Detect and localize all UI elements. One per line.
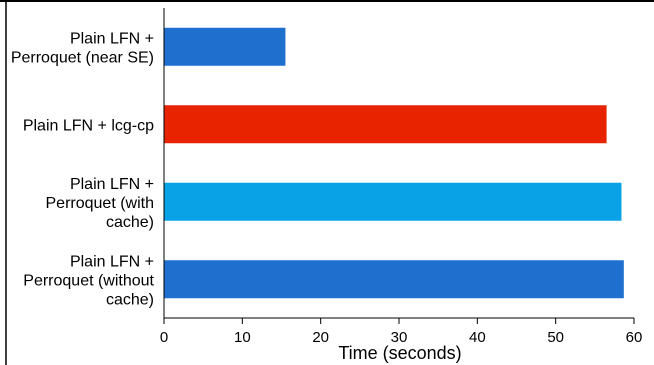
category-label-line: Plain LFN + [70, 176, 154, 193]
category-label-line: Plain LFN + [70, 30, 154, 47]
category-label-line: Perroquet (near SE) [11, 49, 154, 66]
x-tick-label: 20 [312, 329, 329, 346]
bar-4 [164, 260, 624, 299]
x-tick-label: 50 [547, 329, 564, 346]
x-tick-label: 30 [391, 329, 408, 346]
category-label-line: Plain LFN + [70, 253, 154, 270]
x-tick-label: 60 [626, 329, 643, 346]
category-label-line: cache) [106, 291, 154, 308]
bar-1 [164, 27, 286, 66]
x-tick-label: 40 [469, 329, 486, 346]
x-tick-label: 0 [160, 329, 168, 346]
category-label-line: cache) [106, 214, 154, 231]
category-label-line: Perroquet (with [46, 195, 155, 212]
category-label-line: Perroquet (without [23, 272, 154, 289]
x-axis-title: Time (seconds) [338, 343, 461, 363]
category-label-2: Plain LFN + lcg-cp [23, 117, 154, 134]
category-label-1: Plain LFN + Perroquet (near SE) [11, 30, 154, 66]
x-tick-label: 10 [234, 329, 251, 346]
category-label-line: Plain LFN + lcg-cp [23, 117, 154, 134]
category-label-3: Plain LFN + Perroquet (with cache) [46, 176, 155, 231]
bar-2 [164, 105, 607, 144]
bar-3 [164, 182, 622, 221]
category-label-4: Plain LFN + Perroquet (without cache) [23, 253, 154, 308]
